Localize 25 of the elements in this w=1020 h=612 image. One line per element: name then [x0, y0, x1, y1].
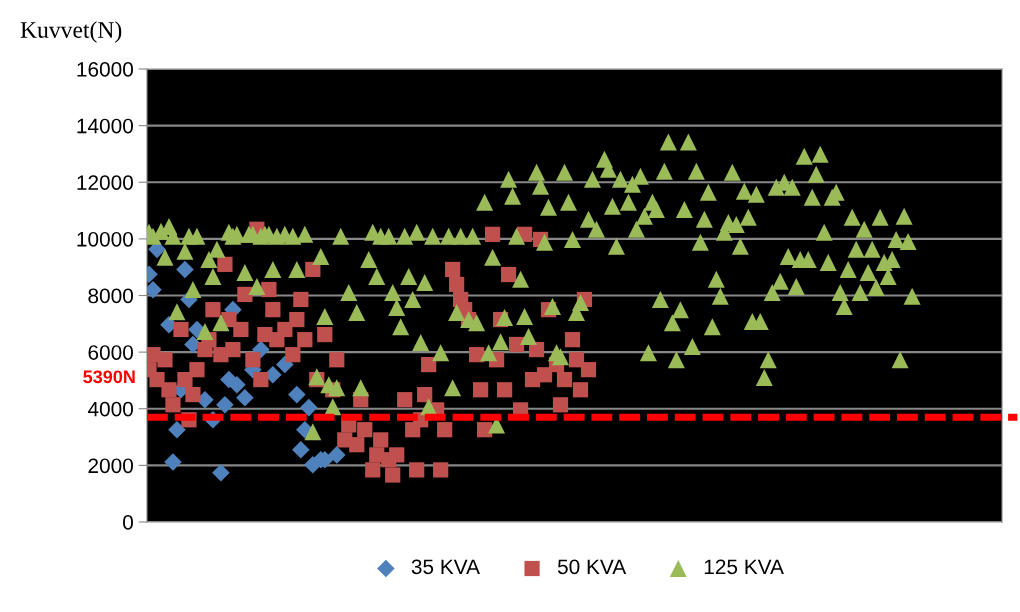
y-tick-label: 10000	[77, 231, 133, 247]
y-tick-label: 16000	[77, 62, 133, 77]
y-tick-label: 14000	[77, 118, 133, 134]
y-tick-label: 2000	[88, 458, 133, 474]
y-tick-label: 0	[123, 515, 133, 530]
y-tick-label: 8000	[88, 288, 133, 304]
point	[164, 453, 182, 471]
point	[168, 420, 186, 439]
y-tick-label: 4000	[87, 401, 133, 417]
point	[176, 260, 194, 279]
point	[300, 398, 318, 417]
y-tick-label: 12000	[77, 175, 133, 190]
point	[212, 463, 230, 482]
point	[327, 446, 346, 464]
point	[292, 441, 310, 459]
point	[228, 375, 246, 394]
point	[236, 388, 254, 407]
ref-line-label: 5390N	[83, 370, 135, 384]
y-tick-label: 6000	[88, 345, 133, 360]
point	[288, 385, 306, 404]
point	[216, 396, 234, 414]
y-axis-title: Kuvvet(N)	[20, 21, 122, 43]
legend-label: 125 KVA	[704, 559, 784, 575]
legend-label: 50 KVA	[557, 559, 627, 575]
legend-label: 35 KVA	[411, 559, 480, 575]
